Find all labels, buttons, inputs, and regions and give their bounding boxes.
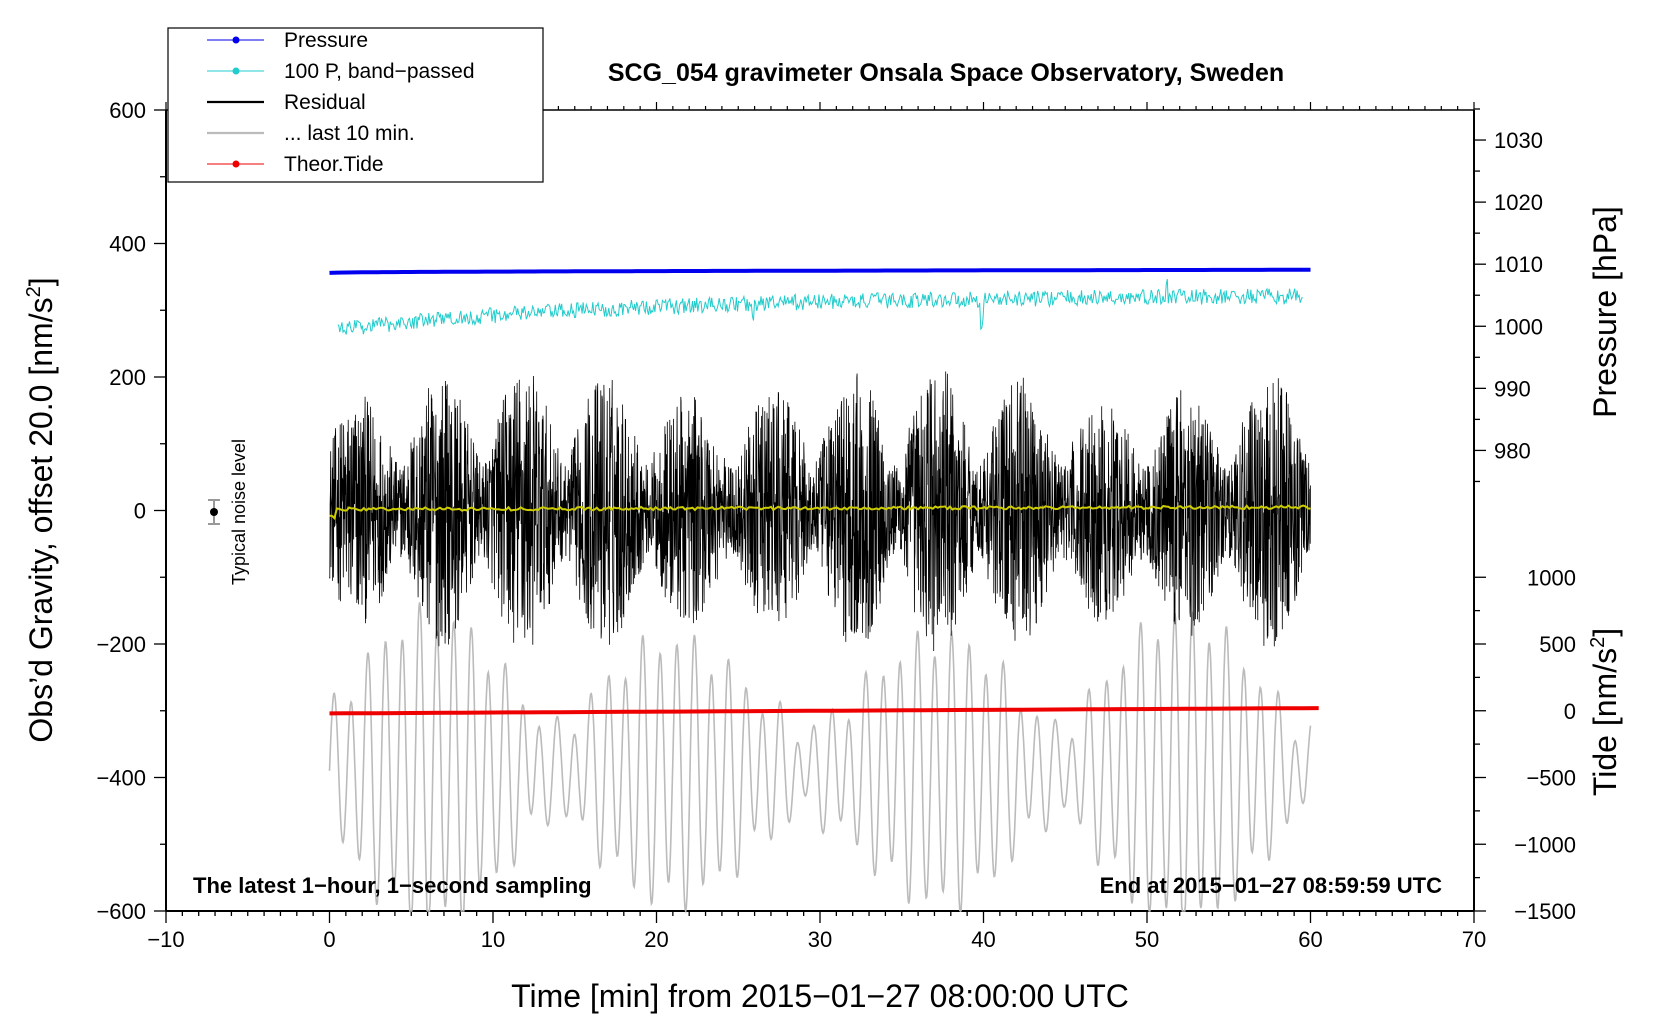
- ticks-layer: −10 0 10 20 30 40 50 60 70−600−400−2000200400600…: [96, 98, 1576, 952]
- x-tick-label: 0: [323, 927, 335, 952]
- pressure-tick-label: 1020: [1494, 190, 1543, 215]
- y-axis-label-main-end: ]: [23, 277, 59, 286]
- y-axis-label-tide-sup: 2: [1587, 637, 1609, 648]
- pressure-tick-label: 980: [1494, 438, 1531, 463]
- annotation-end-time: End at 2015−01−27 08:59:59 UTC: [1100, 873, 1443, 898]
- x-tick-label: 30: [808, 927, 832, 952]
- x-tick-label: 70: [1462, 927, 1486, 952]
- y-axis-label-main: Obs’d Gravity, offset 20.0 [nm/s2]: [23, 277, 59, 742]
- legend-label: 100 P, band−passed: [284, 60, 475, 83]
- noise-marker: Typical noise level: [208, 439, 249, 585]
- series-pressure-bandpassed: [337, 279, 1303, 335]
- legend-entries: Pressure 100 P, band−passed Residual ... la…: [207, 29, 475, 176]
- y-tick-label: −200: [96, 632, 146, 657]
- tide-tick-label: 1000: [1527, 565, 1576, 590]
- series-pressure: [329, 267, 1311, 275]
- x-tick-label: 40: [971, 927, 995, 952]
- tide-tick-label: 500: [1539, 632, 1576, 657]
- tide-tick-label: −1000: [1514, 832, 1576, 857]
- pressure-tick-label: 1010: [1494, 252, 1543, 277]
- y-axis-label-main-text: Obs’d Gravity, offset 20.0 [nm/s: [23, 297, 59, 742]
- legend-label: Theor.Tide: [284, 153, 384, 176]
- legend-marker: [232, 67, 240, 75]
- chart-title: SCG_054 gravimeter Onsala Space Observat…: [608, 59, 1284, 87]
- y-axis-label-tide-end: ]: [1587, 628, 1623, 637]
- tide-tick-label: 0: [1564, 699, 1576, 724]
- legend: Pressure 100 P, band−passed Residual ... la…: [167, 27, 544, 183]
- legend-label: ... last 10 min.: [284, 122, 415, 145]
- annotation-sampling: The latest 1−hour, 1−second sampling: [193, 873, 592, 898]
- y-tick-label: 0: [134, 499, 146, 524]
- x-tick-label: 20: [644, 927, 668, 952]
- x-tick-label: 50: [1135, 927, 1159, 952]
- y-axis-label-pressure: Pressure [hPa]: [1587, 206, 1623, 418]
- y-tick-label: −400: [96, 766, 146, 791]
- series-theor-tide: [329, 706, 1319, 716]
- legend-label: Residual: [284, 91, 366, 114]
- y-axis-label-tide: Tide [nm/s2]: [1587, 628, 1623, 796]
- pressure-tick-label: 1030: [1494, 128, 1543, 153]
- tide-tick-label: −500: [1526, 766, 1576, 791]
- y-axis-label-tide-text: Tide [nm/s: [1587, 648, 1623, 796]
- series-last-10-min: [328, 602, 1312, 915]
- y-tick-label: 200: [109, 365, 146, 390]
- y-tick-label: −600: [96, 899, 146, 924]
- x-tick-label: 10: [481, 927, 505, 952]
- legend-marker: [232, 160, 240, 168]
- tide-tick-label: −1500: [1514, 899, 1576, 924]
- x-tick-label: −10: [147, 927, 184, 952]
- legend-box: [167, 27, 544, 183]
- noise-label: Typical noise level: [229, 439, 249, 585]
- x-tick-label: 60: [1298, 927, 1322, 952]
- legend-marker: [232, 36, 240, 44]
- x-axis-label: Time [min] from 2015−01−27 08:00:00 UTC: [511, 978, 1129, 1014]
- legend-label: Pressure: [284, 29, 368, 52]
- pressure-tick-label: 990: [1494, 376, 1531, 401]
- series-residual: [329, 371, 1311, 652]
- pressure-tick-label: 1000: [1494, 314, 1543, 339]
- series-layer: [328, 267, 1319, 915]
- noise-point: [210, 508, 218, 516]
- y-axis-label-main-sup: 2: [23, 286, 45, 297]
- series-residual-mean: [329, 504, 1311, 520]
- y-tick-label: 600: [109, 98, 146, 123]
- y-tick-label: 400: [109, 232, 146, 257]
